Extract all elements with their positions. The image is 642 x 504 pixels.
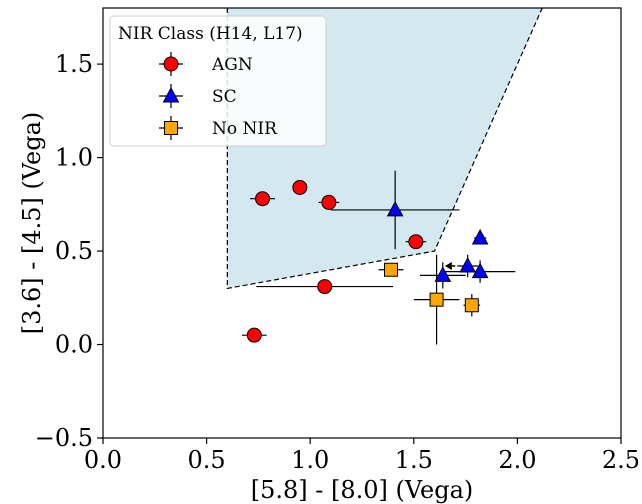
y-tick-label-3: 1.0 — [55, 144, 93, 172]
point-sc-4 — [471, 262, 489, 279]
y-tick-label-0: −0.5 — [35, 424, 93, 452]
y-tick-label-1: 0.0 — [55, 331, 93, 359]
point-no-nir-1 — [429, 292, 444, 307]
x-tick-label-0: 0.0 — [84, 446, 122, 474]
x-tick-label-4: 2.0 — [498, 446, 536, 474]
x-axis-label: [5.8] - [8.0] (Vega) — [251, 476, 474, 504]
point-no-nir-2 — [464, 298, 479, 313]
point-agn-3 — [317, 279, 333, 295]
x-tick-label-2: 1.0 — [291, 446, 329, 474]
legend-box — [109, 15, 327, 147]
y-tick-label-2: 0.5 — [55, 237, 93, 265]
point-agn-2 — [292, 179, 308, 195]
legend-marker-agn — [163, 56, 179, 72]
marker-layer — [246, 179, 489, 343]
legend-label-no-nir: No NIR — [212, 119, 278, 139]
legend: NIR Class (H14, L17) AGN SC No NIR — [109, 15, 327, 147]
point-agn-1 — [255, 191, 271, 207]
point-no-nir-0 — [384, 262, 399, 277]
legend-title: NIR Class (H14, L17) — [118, 24, 303, 44]
legend-label-sc: SC — [212, 87, 237, 107]
point-agn-4 — [321, 194, 337, 210]
point-sc-3 — [471, 228, 489, 245]
point-sc-0 — [386, 200, 404, 217]
x-tick-label-1: 0.5 — [188, 446, 226, 474]
y-tick-label-4: 1.5 — [55, 50, 93, 78]
tick-layer: 0.0 0.5 1.0 1.5 2.0 2.5−0.50.00.51.01.5 — [35, 50, 640, 474]
limit-arrow-head-0 — [444, 262, 452, 270]
legend-label-agn: AGN — [211, 55, 253, 75]
point-sc-2 — [459, 256, 477, 273]
legend-entries: AGN SC No NIR — [159, 52, 278, 140]
plot-frame — [102, 7, 622, 439]
y-axis-label: [3.6] - [4.5] (Vega) — [18, 112, 46, 335]
point-agn-0 — [246, 327, 262, 343]
region-boundary-dashed-line — [226, 7, 543, 290]
legend-marker-sc — [162, 86, 180, 103]
x-tick-label-5: 2.5 — [602, 446, 640, 474]
point-sc-1 — [434, 266, 452, 282]
x-tick-label-3: 1.5 — [395, 446, 433, 474]
legend-marker-no-nir — [164, 121, 178, 135]
point-agn-5 — [408, 234, 424, 250]
